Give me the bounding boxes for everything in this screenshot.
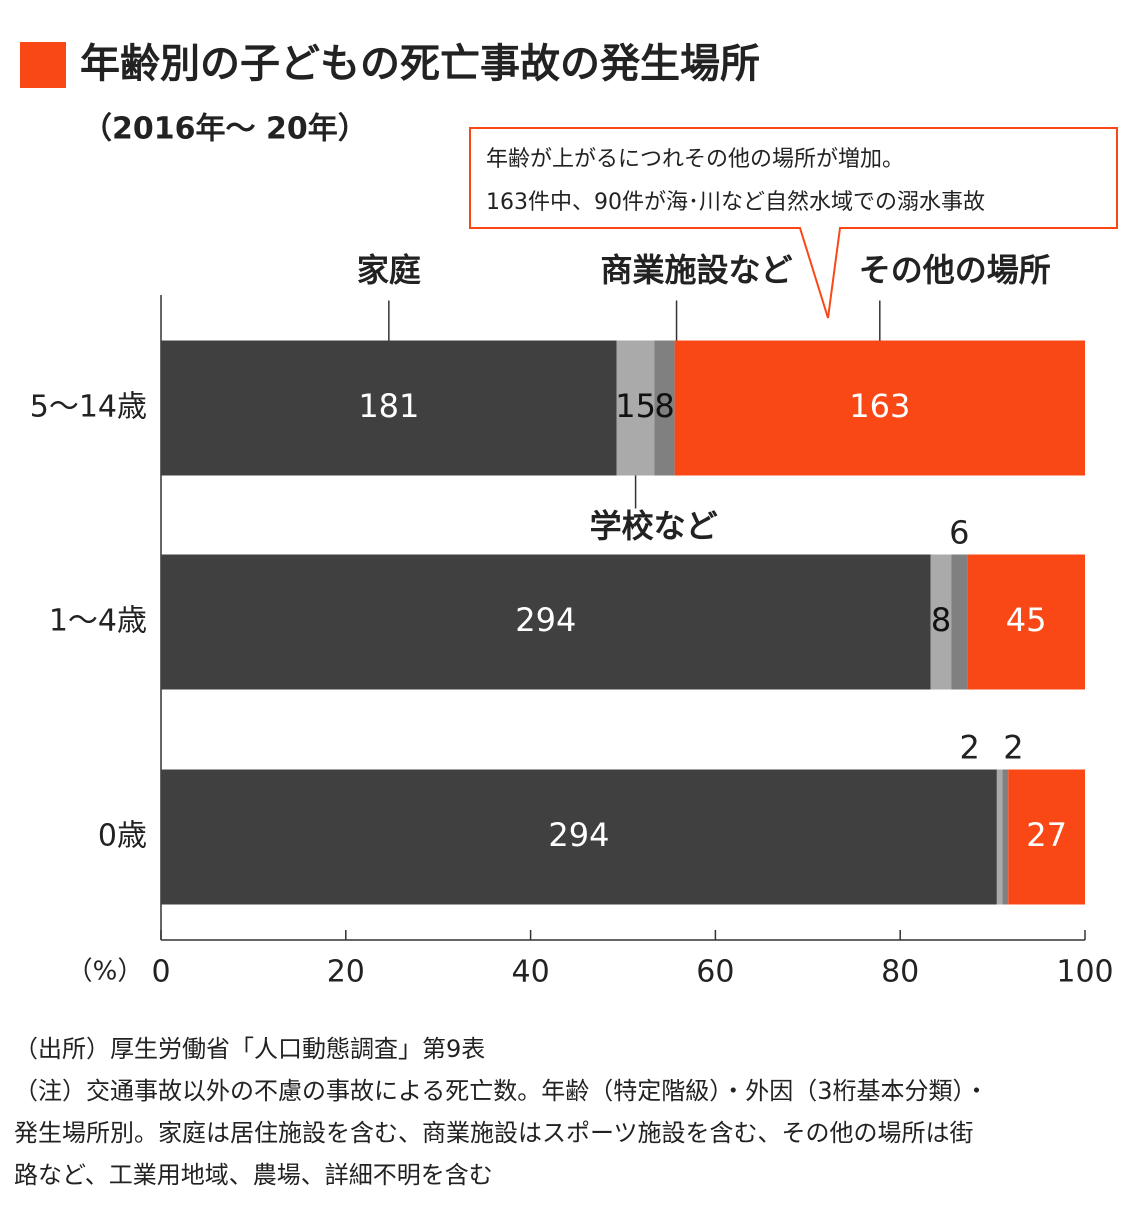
data-label: 294 bbox=[548, 816, 609, 854]
y-tick-label: 0歳 bbox=[98, 819, 147, 854]
bar-segment bbox=[161, 340, 617, 476]
data-label: 163 bbox=[849, 387, 910, 425]
legend-label: その他の場所 bbox=[859, 251, 1051, 289]
axis-unit: （%） bbox=[67, 957, 144, 987]
bar-segment bbox=[930, 554, 952, 690]
data-label: 45 bbox=[1006, 601, 1047, 639]
footnote: （注）交通事故以外の不慮の事故による死亡数。年齢（特定階級）・外因（3桁基本分類… bbox=[14, 1077, 989, 1105]
footnote: （出所）厚生労働省「人口動態調査」第9表 bbox=[14, 1035, 485, 1063]
data-label: 27 bbox=[1026, 816, 1067, 854]
bar-segment bbox=[951, 554, 968, 690]
footnote: 発生場所別。家庭は居住施設を含む、商業施設はスポーツ施設を含む、その他の場所は街 bbox=[14, 1119, 974, 1147]
data-label: 2 bbox=[960, 729, 980, 767]
data-label: 2 bbox=[1003, 729, 1023, 767]
data-label: 294 bbox=[515, 601, 576, 639]
chart-subtitle: （2016年〜 20年） bbox=[82, 112, 368, 147]
chart-title: 年齢別の子どもの死亡事故の発生場所 bbox=[80, 41, 760, 87]
bar-segment bbox=[654, 340, 675, 476]
bar-segment bbox=[996, 769, 1003, 905]
x-tick-label: 40 bbox=[512, 955, 550, 990]
annotation: 年齢が上がるにつれその他の場所が増加。 bbox=[486, 147, 904, 172]
legend-label: 商業施設など bbox=[601, 251, 793, 289]
bar-segment bbox=[967, 554, 1085, 690]
footnote: 路など、工業用地域、農場、詳細不明を含む bbox=[14, 1161, 493, 1189]
x-tick-label: 0 bbox=[151, 955, 170, 990]
data-label: 8 bbox=[931, 601, 951, 639]
callout-box bbox=[469, 127, 1118, 319]
title-marker bbox=[20, 42, 66, 88]
x-tick-label: 20 bbox=[327, 955, 365, 990]
bar-segment bbox=[616, 340, 655, 476]
legend-label: 家庭 bbox=[357, 251, 421, 289]
data-label: 6 bbox=[949, 514, 969, 552]
legend-label: 学校など bbox=[590, 507, 718, 545]
annotation: 163件中、90件が海･川など自然水域での溺水事故 bbox=[486, 190, 985, 215]
data-label: 181 bbox=[358, 387, 419, 425]
data-label: 15 bbox=[615, 387, 656, 425]
x-tick-label: 100 bbox=[1056, 955, 1113, 990]
bar-segment bbox=[161, 769, 997, 905]
y-tick-label: 1〜4歳 bbox=[49, 604, 147, 639]
x-tick-label: 60 bbox=[696, 955, 734, 990]
bar-segment bbox=[674, 340, 1085, 476]
bar-segment bbox=[1002, 769, 1009, 905]
bar-segment bbox=[161, 554, 931, 690]
bar-segment bbox=[1008, 769, 1085, 905]
x-tick-label: 80 bbox=[881, 955, 919, 990]
data-label: 8 bbox=[654, 387, 674, 425]
y-tick-label: 5〜14歳 bbox=[30, 390, 147, 425]
